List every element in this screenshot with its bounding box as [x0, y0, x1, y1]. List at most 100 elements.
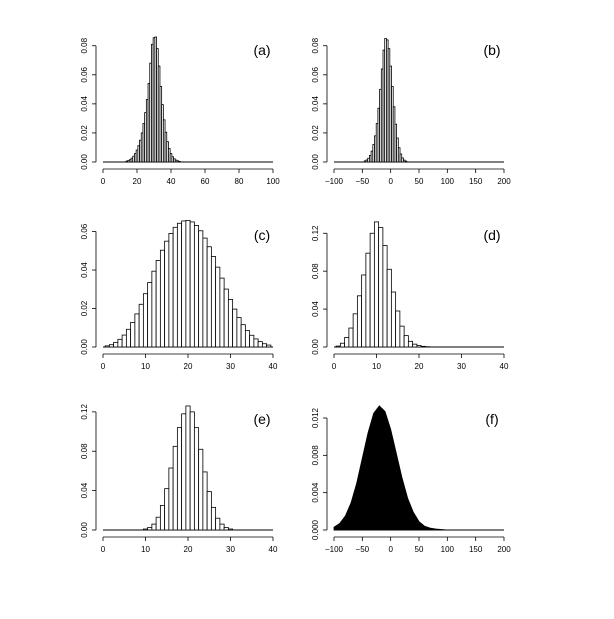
x-tick-label: 0	[101, 177, 106, 186]
histogram-bar	[138, 303, 144, 348]
y-tick-label: 0.02	[80, 300, 89, 316]
x-tick-label: 40	[269, 545, 278, 554]
x-tick-label: −100	[325, 545, 344, 554]
histogram-bar	[147, 282, 153, 348]
x-axis: 0 10 20 30 40	[101, 353, 278, 371]
histogram-bar	[198, 230, 204, 348]
panel-label: (d)	[483, 227, 500, 243]
panel-3: 0 10 20 30 40 0.00 0.02 0.04 0.06 (c)	[80, 219, 278, 371]
histogram-bar	[412, 343, 418, 348]
histogram-bar	[155, 516, 161, 531]
histogram-bar	[104, 345, 110, 348]
density-area	[333, 405, 448, 531]
panel-1: 0 20 40 60 80 100 0.00 0.02 0.04 0.06 0.08 (a)	[80, 36, 280, 186]
histogram-bar	[142, 293, 149, 348]
y-axis: 0.000 0.004 0.008 0.012	[311, 407, 328, 540]
histogram-bar	[142, 528, 149, 531]
histogram-bar	[164, 240, 170, 348]
y-tick-label: 0.00	[311, 339, 320, 355]
panel-label: (b)	[483, 42, 500, 58]
histogram-bar	[223, 527, 229, 531]
histogram-bar	[164, 488, 170, 531]
histogram-bar	[117, 338, 123, 348]
x-tick-label: 0	[101, 545, 106, 554]
x-tick-label: 0	[388, 545, 393, 554]
x-tick-label: 0	[388, 177, 393, 186]
x-tick-label: 30	[226, 362, 235, 371]
histogram-bar	[227, 528, 234, 531]
histogram-bar	[373, 221, 380, 348]
y-tick-label: 0.00	[80, 154, 89, 170]
y-tick-label: 0.06	[80, 223, 89, 239]
y-tick-label: 0.000	[311, 519, 320, 540]
histogram-bar	[185, 405, 191, 531]
histogram-bar	[352, 313, 358, 348]
histogram-bar	[176, 222, 183, 348]
histogram-bar	[227, 299, 234, 348]
x-axis: 0 20 40 60 80 100	[101, 168, 280, 186]
y-tick-label: 0.04	[311, 96, 320, 112]
x-tick-label: 40	[500, 362, 509, 371]
x-axis: 0 10 20 30 40	[332, 353, 509, 371]
x-tick-label: 50	[415, 545, 424, 554]
y-tick-label: 0.008	[311, 445, 320, 466]
histogram-bar	[219, 523, 225, 531]
histogram-bar	[236, 317, 242, 348]
histogram-bar	[365, 252, 371, 348]
histogram-bar	[240, 324, 246, 348]
histogram-bar	[386, 268, 392, 348]
histogram-bar	[147, 527, 153, 531]
histogram-bar	[420, 345, 426, 348]
histogram-bar	[244, 330, 251, 348]
x-axis: −100 −50 0 50 100 150 200	[325, 536, 511, 554]
y-tick-label: 0.012	[311, 407, 320, 428]
histogram-bar	[193, 224, 200, 348]
x-tick-label: 50	[415, 177, 424, 186]
y-tick-label: 0.12	[80, 404, 89, 420]
histogram-bar	[266, 344, 272, 348]
histogram-bar	[198, 448, 204, 531]
histogram-bar	[151, 523, 157, 531]
y-tick-label: 0.12	[311, 225, 320, 241]
x-tick-label: −50	[356, 545, 370, 554]
x-axis: −100 −50 0 50 100 150 200	[325, 168, 511, 186]
y-tick-label: 0.04	[80, 96, 89, 112]
y-tick-label: 0.08	[311, 263, 320, 279]
x-tick-label: 20	[133, 177, 142, 186]
histogram-bar	[335, 345, 341, 348]
histogram-bar	[348, 327, 354, 348]
histogram-bar	[125, 328, 132, 348]
x-tick-label: 150	[469, 177, 483, 186]
histogram-bar	[361, 274, 367, 348]
histogram-bar	[168, 467, 174, 531]
y-tick-label: 0.06	[80, 66, 89, 82]
histogram-bar	[202, 237, 208, 348]
histogram-bar	[108, 344, 115, 348]
x-tick-label: 80	[235, 177, 244, 186]
x-tick-label: 20	[184, 545, 193, 554]
histogram-bar	[416, 345, 422, 348]
histogram-bar	[261, 343, 268, 348]
histogram-bar	[378, 227, 384, 348]
histogram-bar	[253, 338, 259, 348]
histogram-bar	[193, 427, 200, 531]
y-tick-label: 0.06	[311, 66, 320, 82]
histogram-bar	[210, 256, 217, 348]
histogram-bar	[181, 220, 187, 348]
x-tick-label: 30	[226, 545, 235, 554]
histogram-bar	[134, 313, 140, 348]
y-axis: 0.00 0.02 0.04 0.06 0.08	[311, 37, 328, 170]
y-tick-label: 0.00	[80, 522, 89, 538]
x-tick-label: 40	[167, 177, 176, 186]
x-tick-label: 60	[201, 177, 210, 186]
histogram-bar	[215, 266, 221, 348]
y-tick-label: 0.08	[311, 37, 320, 53]
histogram-bar	[382, 245, 388, 348]
histogram-bar	[399, 325, 405, 348]
histogram-bar	[176, 427, 183, 531]
histogram-bar	[172, 445, 178, 531]
x-tick-label: 0	[101, 362, 106, 371]
y-tick-label: 0.00	[80, 339, 89, 355]
y-tick-label: 0.04	[80, 262, 89, 278]
panel-label: (f)	[485, 411, 498, 427]
